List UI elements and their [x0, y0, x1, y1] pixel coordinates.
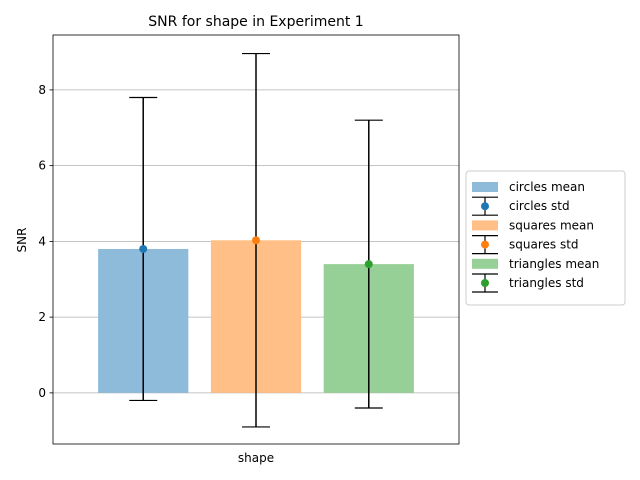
y-tick-label: 0 [38, 386, 46, 400]
y-axis-ticks: 0 2 4 6 8 [38, 83, 53, 400]
legend-marker-circles [481, 202, 489, 211]
mean-point-triangles [364, 260, 373, 269]
y-tick-label: 6 [38, 159, 46, 173]
mean-point-circles [139, 244, 148, 253]
legend-marker-squares [481, 240, 489, 249]
legend: circles mean circles std squares mean squar… [465, 170, 626, 306]
legend-swatch-triangles-mean [472, 258, 498, 269]
legend-label-triangles-mean: triangles mean [509, 257, 599, 271]
legend-swatch-squares-mean [472, 220, 498, 231]
y-tick-label: 8 [38, 83, 46, 97]
legend-label-triangles-std: triangles std [509, 276, 584, 290]
chart-title: SNR for shape in Experiment 1 [148, 14, 363, 30]
x-axis-label: shape [238, 451, 274, 465]
legend-swatch-circles-mean [472, 182, 498, 192]
legend-marker-triangles [481, 279, 489, 287]
plot-frame [52, 34, 460, 445]
y-axis-label: SNR [15, 228, 29, 253]
legend-label-squares-std: squares std [509, 238, 579, 252]
legend-label-circles-mean: circles mean [509, 180, 585, 194]
legend-label-squares-mean: squares mean [509, 218, 594, 232]
legend-frame [465, 170, 626, 306]
y-tick-label: 4 [38, 234, 46, 248]
y-tick-label: 2 [38, 310, 46, 324]
error-bars [129, 52, 383, 428]
mean-point-squares [252, 236, 260, 245]
legend-label-circles-std: circles std [509, 199, 570, 213]
